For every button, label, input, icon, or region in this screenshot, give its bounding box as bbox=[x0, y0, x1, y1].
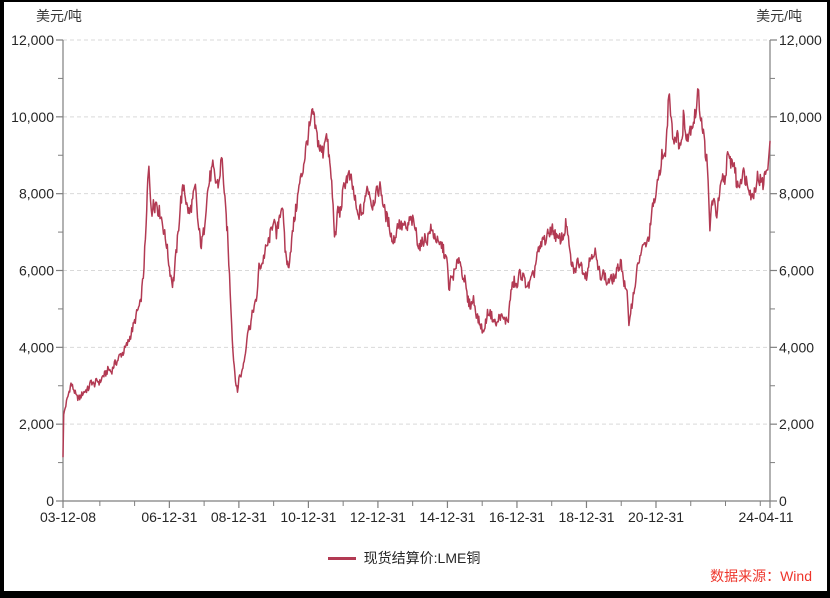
y-tick-label-left: 8,000 bbox=[19, 186, 54, 202]
x-tick-label: 12-12-31 bbox=[350, 509, 406, 525]
y-tick-label-right: 0 bbox=[779, 493, 787, 509]
legend: 现货结算价:LME铜 bbox=[0, 549, 819, 567]
x-tick-label: 18-12-31 bbox=[558, 509, 614, 525]
x-tick-label: 03-12-08 bbox=[40, 509, 96, 525]
y-tick-label-left: 2,000 bbox=[19, 416, 54, 432]
y-tick-label-right: 12,000 bbox=[779, 32, 822, 48]
y-tick-label-right: 6,000 bbox=[779, 263, 814, 279]
legend-label: 现货结算价:LME铜 bbox=[363, 550, 481, 566]
y-tick-label-left: 10,000 bbox=[11, 109, 54, 125]
frame-edge-bottom bbox=[0, 591, 830, 598]
y-tick-label-right: 4,000 bbox=[779, 339, 814, 355]
y-axis-unit-left: 美元/吨 bbox=[36, 8, 82, 24]
y-tick-label-left: 6,000 bbox=[19, 263, 54, 279]
y-axis-unit-right: 美元/吨 bbox=[756, 8, 802, 24]
y-tick-label-left: 0 bbox=[46, 493, 54, 509]
x-tick-label: 20-12-31 bbox=[628, 509, 684, 525]
frame-edge-right bbox=[827, 0, 830, 598]
x-tick-label: 24-04-11 bbox=[738, 509, 793, 525]
y-tick-label-right: 10,000 bbox=[779, 109, 822, 125]
x-tick-label: 16-12-31 bbox=[489, 509, 545, 525]
y-tick-label-right: 2,000 bbox=[779, 416, 814, 432]
x-tick-label: 06-12-31 bbox=[141, 509, 197, 525]
x-tick-label: 08-12-31 bbox=[211, 509, 267, 525]
y-tick-label-left: 4,000 bbox=[19, 339, 54, 355]
y-tick-label-left: 12,000 bbox=[11, 32, 54, 48]
data-source-note: 数据来源：Wind bbox=[710, 568, 812, 584]
y-tick-label-right: 8,000 bbox=[779, 186, 814, 202]
frame-edge-left bbox=[0, 0, 4, 598]
x-tick-label: 10-12-31 bbox=[280, 509, 336, 525]
x-tick-label: 14-12-31 bbox=[419, 509, 475, 525]
price-series-line bbox=[62, 88, 771, 458]
legend-line-swatch bbox=[327, 556, 356, 560]
frame-edge-top bbox=[0, 0, 830, 2]
